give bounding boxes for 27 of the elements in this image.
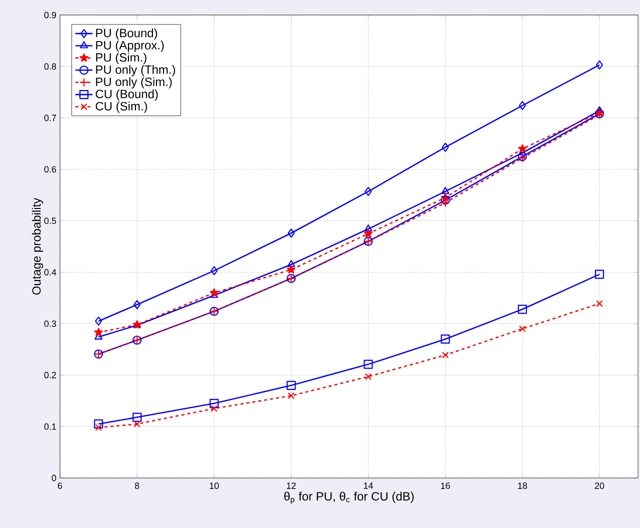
legend-label: CU (Bound) <box>96 89 158 101</box>
y-tick-label: 0.8 <box>44 63 56 70</box>
legend-label: PU (Bound) <box>96 28 158 40</box>
y-tick-label: 0.7 <box>44 114 56 122</box>
x-tick-label: 14 <box>364 482 374 489</box>
x-tick-label: 6 <box>58 482 62 489</box>
x-axis-title: θ$_{p}$ for PU, θ$_{c}$ for CU (dB) <box>284 492 414 504</box>
x-tick-label: 10 <box>210 482 219 489</box>
y-tick-label: 0.1 <box>44 423 56 430</box>
y-tick-label: 0.5 <box>44 218 56 224</box>
legend-label: PU (Approx.) <box>96 40 164 52</box>
y-tick-label: 0.3 <box>44 320 56 327</box>
x-tick-label: 18 <box>518 482 528 489</box>
y-tick-label: 0 <box>52 474 56 482</box>
y-tick-label: 0.2 <box>44 372 56 378</box>
x-tick-label: 20 <box>594 482 604 489</box>
y-axis-title: Outage probability <box>32 198 44 295</box>
y-tick-label: 0.9 <box>44 12 56 18</box>
legend-label: PU only (Sim.) <box>96 77 172 88</box>
x-tick-label: 8 <box>134 482 140 489</box>
x-tick-label: 12 <box>286 482 296 489</box>
legend-label: PU only (Thm.) <box>96 65 176 76</box>
legend-label: PU (Sim.) <box>96 52 146 64</box>
y-tick-label: 0.6 <box>44 166 56 173</box>
y-tick-label: 0.4 <box>44 269 56 276</box>
x-tick-label: 16 <box>441 482 450 489</box>
legend-label: CU (Sim.) <box>96 102 148 113</box>
